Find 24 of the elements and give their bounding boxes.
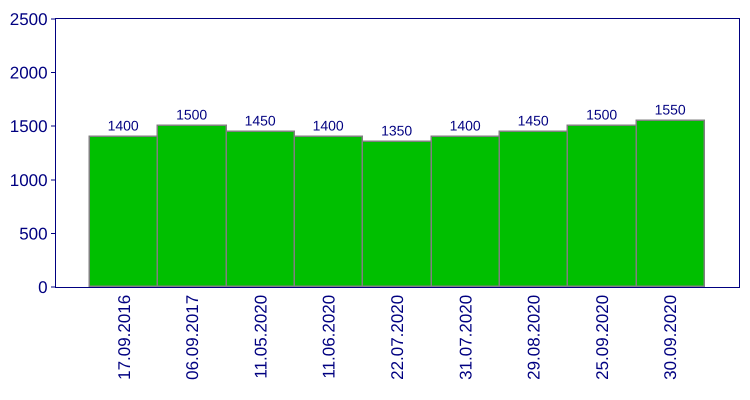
y-tick-label: 2500 (10, 10, 48, 29)
x-tick-label: 06.09.2017 (183, 294, 202, 380)
y-tick-label: 500 (19, 224, 48, 244)
data-label: 1400 (312, 117, 344, 134)
x-tick-label: 17.09.2016 (114, 294, 134, 380)
y-tick-label: 2000 (10, 64, 48, 83)
x-tick-label: 11.06.2020 (320, 294, 339, 379)
y-tick-label: 1000 (10, 170, 48, 190)
y-tick-label: 1500 (10, 117, 48, 136)
x-tick-label: 30.09.2020 (661, 294, 680, 380)
data-label: 1500 (586, 106, 618, 122)
data-label: 1550 (654, 101, 686, 118)
data-label: 1500 (176, 106, 208, 122)
x-tick-label: 11.05.2020 (251, 294, 270, 379)
x-tick-label: 25.09.2020 (592, 294, 612, 380)
x-tick-label: 22.07.2020 (388, 294, 408, 380)
y-tick-label: 0 (38, 278, 48, 297)
data-label: 1350 (381, 122, 412, 138)
x-tick-label: 31.07.2020 (456, 294, 476, 380)
data-label: 1400 (450, 117, 481, 134)
data-label: 1400 (108, 117, 139, 134)
data-label: 1450 (518, 112, 549, 128)
x-tick-label: 29.08.2020 (524, 294, 544, 380)
data-label: 1450 (244, 112, 276, 128)
